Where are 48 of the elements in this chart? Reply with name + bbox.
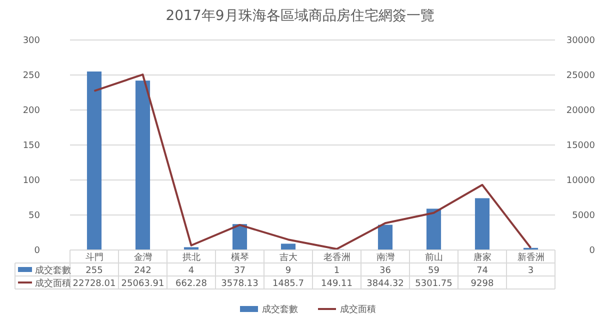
data-label: 149.11 — [321, 279, 352, 289]
data-label: 1 — [334, 266, 340, 276]
data-label: 3578.13 — [221, 279, 258, 289]
y2-tick-label: 25000 — [566, 71, 596, 81]
text: 成交套數 — [262, 305, 298, 315]
data-label: 74 — [476, 266, 488, 276]
data-label: 662.28 — [176, 279, 208, 289]
y2-tick-label: 5000 — [572, 211, 596, 221]
y-tick-label: 50 — [28, 211, 40, 221]
data-label: 36 — [380, 266, 392, 276]
y2-tick-label: 20000 — [566, 106, 596, 116]
y-tick-label: 200 — [22, 106, 40, 116]
data-label: 9298 — [470, 279, 494, 289]
legend-label: 成交面積 — [35, 278, 71, 289]
data-label: 25063.91 — [121, 279, 164, 289]
x-tick-label: 前山 — [424, 252, 443, 263]
data-label: 242 — [134, 266, 152, 276]
y2-tick-label: 0 — [589, 246, 596, 256]
chart-title: 2017年9月珠海各區域商品房住宅網簽一覽 — [166, 8, 434, 24]
x-tick-label: 吉大 — [279, 252, 298, 263]
data-label: 3844.32 — [366, 279, 404, 289]
y2-tick-label: 15000 — [566, 141, 596, 151]
data-label: 22728.01 — [72, 279, 116, 289]
x-tick-label: 金灣 — [134, 252, 152, 263]
y-tick-label: 0 — [34, 246, 40, 256]
y-tick-label: 250 — [22, 71, 40, 81]
x-tick-label: 橫琴 — [230, 252, 249, 263]
x-tick-label: 老香洲 — [323, 252, 350, 263]
y-tick-label: 150 — [22, 141, 40, 151]
x-tick-label: 拱北 — [182, 252, 200, 263]
x-tick-label: 南灣 — [376, 252, 394, 263]
x-tick-label: 斗門 — [85, 252, 104, 263]
y-tick-label: 100 — [22, 176, 40, 186]
data-label: 3 — [528, 266, 534, 276]
text: 成交面積 — [340, 305, 376, 315]
x-tick-label: 新香洲 — [517, 252, 544, 263]
y2-tick-label: 10000 — [566, 176, 596, 186]
legend-label: 成交套數 — [35, 265, 71, 276]
data-label: 9 — [285, 266, 292, 276]
data-label: 4 — [188, 266, 194, 276]
data-label: 1485.7 — [272, 279, 304, 289]
y-tick-label: 300 — [22, 36, 40, 46]
y2-tick-label: 30000 — [566, 36, 596, 46]
x-tick-label: 唐家 — [473, 252, 492, 263]
data-label: 37 — [234, 266, 246, 276]
data-label: 255 — [86, 266, 103, 276]
data-label: 59 — [428, 266, 440, 276]
data-label: 5301.75 — [415, 279, 452, 289]
